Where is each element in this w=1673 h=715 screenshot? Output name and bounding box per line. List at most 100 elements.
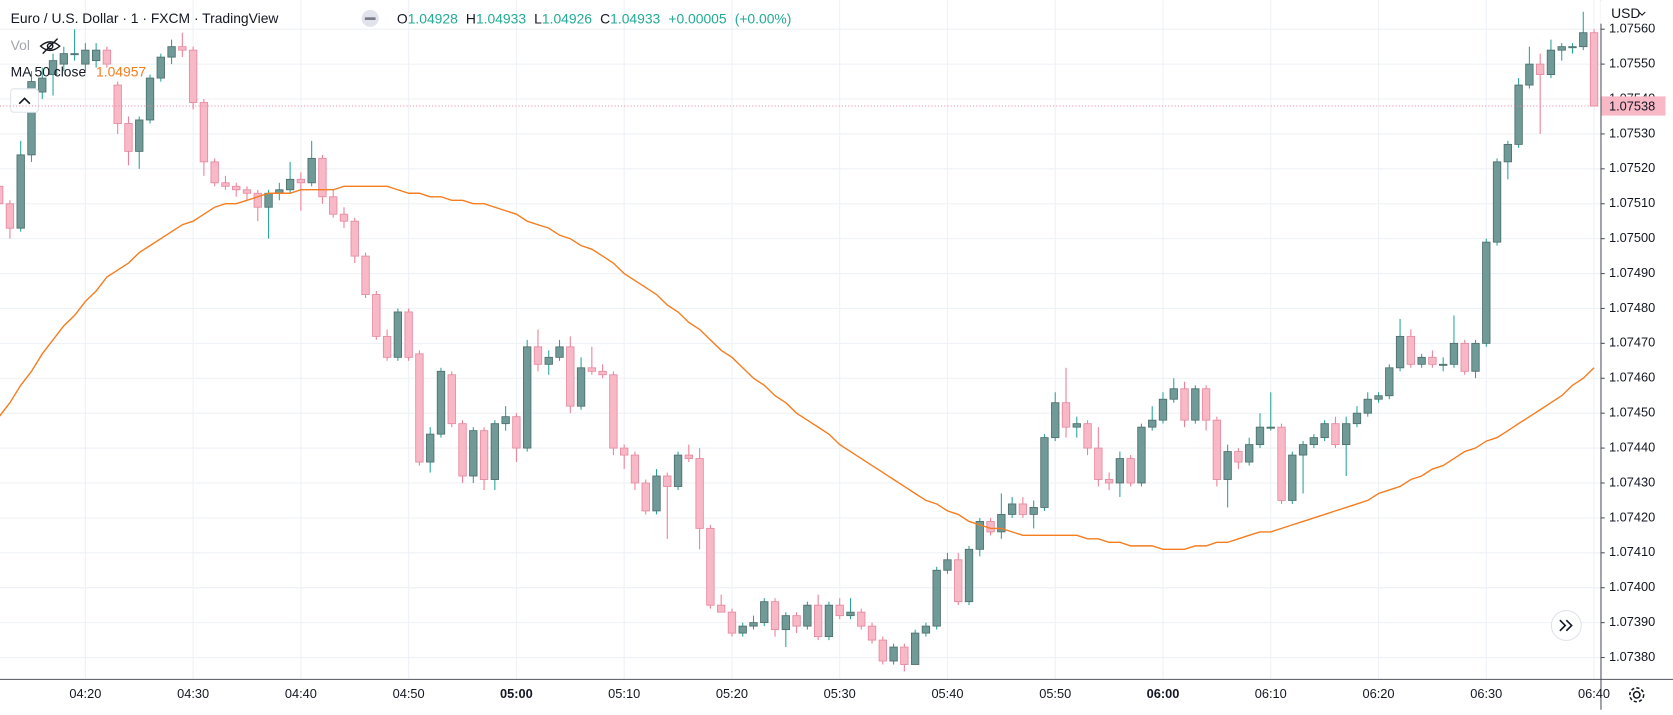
candle-body — [1298, 444, 1308, 456]
candle-body — [652, 475, 661, 512]
candle-body — [167, 46, 176, 58]
candle-body — [178, 46, 187, 51]
legend: Euro / U.S. Dollar · 1 · FXCM · TradingV… — [10, 9, 791, 113]
candle-body — [544, 356, 553, 365]
candle-body — [1288, 454, 1297, 501]
x-tick-label: 04:30 — [177, 686, 209, 701]
candle-body — [954, 559, 963, 603]
candle-body — [1342, 423, 1351, 446]
candle-body — [0, 185, 4, 205]
candle-body — [792, 615, 801, 627]
candle-body — [27, 81, 36, 156]
candle-body — [1126, 458, 1135, 484]
x-tick-label: 04:40 — [285, 686, 317, 701]
candle-body — [350, 220, 359, 257]
candle-body — [48, 60, 58, 76]
grid — [0, 0, 1601, 679]
y-tick-label: 1.07550 — [1609, 55, 1655, 70]
candle-body — [663, 475, 672, 487]
candle-body — [145, 77, 155, 121]
candle-body — [1191, 388, 1200, 421]
y-tick-label: 1.07560 — [1609, 21, 1655, 36]
currency-label[interactable]: USD — [1611, 5, 1640, 21]
y-tick-label: 1.07520 — [1609, 160, 1655, 175]
candle-body — [781, 615, 790, 631]
header-value: 1.04928 — [408, 10, 458, 26]
y-tick-label: 1.07430 — [1609, 474, 1655, 489]
candle-body — [1094, 447, 1103, 480]
candle-body — [630, 454, 640, 484]
candle-body — [641, 482, 650, 512]
candle-body — [253, 192, 262, 208]
candle-body — [447, 374, 456, 425]
candle-body — [576, 367, 586, 407]
candle-body — [620, 447, 629, 456]
candle-body — [1223, 451, 1232, 480]
candle-body — [81, 49, 90, 65]
candle-body — [889, 646, 898, 662]
candle-body — [501, 416, 510, 425]
candle-body — [673, 454, 683, 487]
settings-icon[interactable] — [1629, 687, 1645, 703]
candle-body — [738, 625, 747, 634]
candle-body — [1061, 402, 1071, 428]
candle-body — [512, 416, 521, 449]
candle-body — [1395, 335, 1405, 369]
candle-body — [242, 189, 252, 194]
volume-label[interactable]: Vol — [11, 37, 30, 53]
candle-body — [124, 123, 133, 152]
candle-body — [1514, 84, 1523, 145]
candle-body — [1525, 63, 1534, 86]
candle-body — [307, 157, 316, 184]
candle-body — [490, 423, 500, 480]
candle-body — [361, 255, 370, 295]
candle-body — [1374, 395, 1383, 400]
candle-body — [1579, 32, 1588, 48]
header-change-percent: (+0.00%) — [735, 10, 792, 26]
candle-body — [1568, 46, 1577, 49]
candle-body — [188, 49, 198, 103]
x-tick-label: 05:00 — [500, 686, 533, 701]
x-tick-label: 06:30 — [1470, 686, 1502, 701]
candle-body — [70, 53, 79, 56]
candle-body — [878, 639, 887, 662]
candle-body — [436, 370, 446, 435]
ma-legend-name[interactable]: MA 50 close — [11, 63, 87, 79]
candle-body — [975, 520, 984, 550]
candle-body — [1492, 161, 1502, 243]
y-tick-label: 1.07450 — [1609, 405, 1655, 420]
candle-body — [479, 430, 489, 480]
header-value: 1.04933 — [610, 10, 660, 26]
candle-body — [1309, 437, 1319, 446]
candle-body — [1449, 342, 1459, 365]
candle-body — [717, 604, 726, 613]
candle-body — [1439, 363, 1448, 366]
candle-body — [1072, 423, 1081, 428]
candle-body — [1503, 143, 1512, 163]
candle-body — [38, 77, 47, 93]
candle-body — [846, 611, 855, 617]
y-tick-label: 1.07470 — [1609, 335, 1655, 350]
ma-legend-value: 1.04957 — [96, 63, 146, 79]
last-price-box — [1601, 96, 1666, 116]
y-tick-label: 1.07480 — [1609, 300, 1655, 315]
candle-body — [318, 157, 327, 198]
y-tick-label: 1.07530 — [1609, 125, 1655, 140]
candle-body — [986, 520, 995, 533]
candle-body — [749, 622, 758, 627]
hidden-icon[interactable] — [39, 38, 61, 55]
time-axis — [0, 678, 1673, 710]
candle-body — [1104, 479, 1114, 484]
ohlc-header: O1.04928 H1.04933 L1.04926 C1.04933 +0.0… — [397, 10, 791, 26]
candle-body — [1180, 388, 1189, 421]
candle-body — [1234, 451, 1243, 463]
candle-body — [404, 311, 413, 358]
collapse-button[interactable] — [10, 88, 39, 113]
candle-body — [598, 370, 607, 376]
y-tick-label: 1.07390 — [1609, 614, 1655, 629]
currency-box — [1600, 0, 1673, 24]
x-tick-label: 06:10 — [1255, 686, 1287, 701]
candle-body — [199, 102, 209, 163]
candle-body — [943, 559, 952, 571]
status-icon-bar — [364, 17, 376, 20]
